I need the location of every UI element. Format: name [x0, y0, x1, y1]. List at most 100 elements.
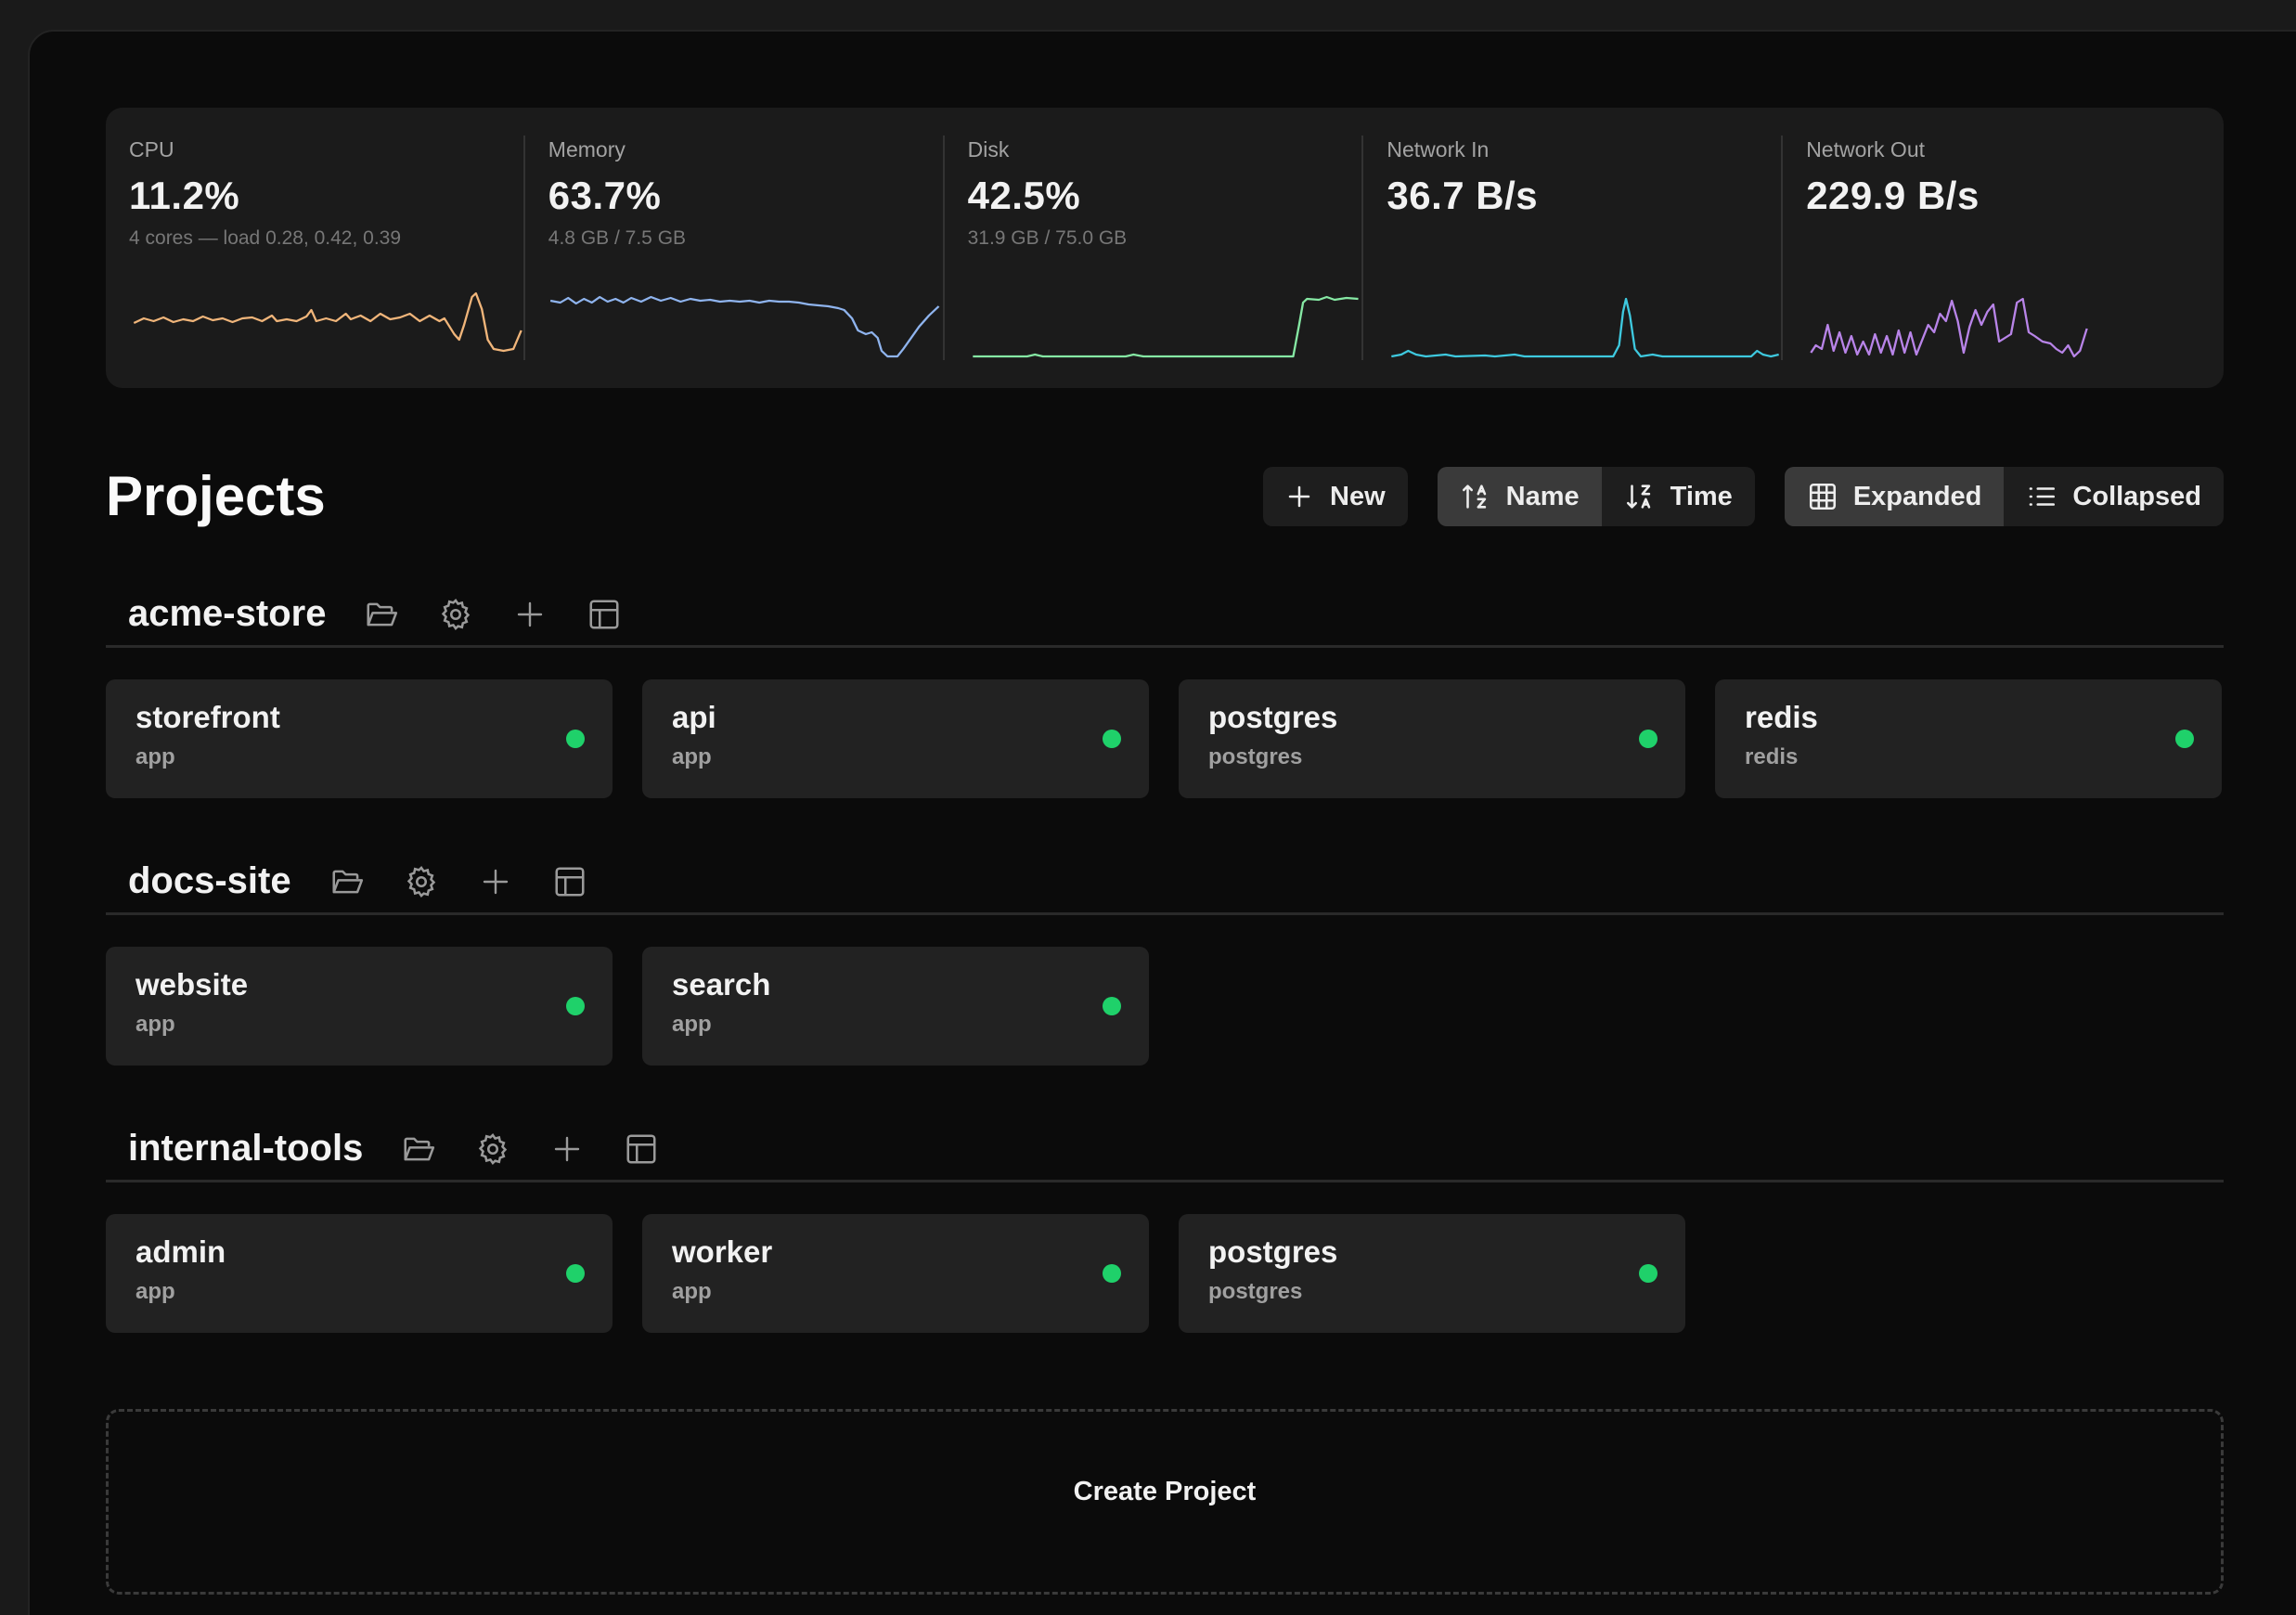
metric-value: 36.7 B/s: [1387, 174, 1539, 217]
service-card[interactable]: storefront app: [106, 679, 613, 798]
service-type: redis: [1745, 744, 1799, 769]
gear-icon[interactable]: [419, 582, 493, 647]
service-card[interactable]: worker app: [642, 1214, 1149, 1333]
service-cards: website app search app: [106, 947, 2224, 1066]
network-in-sparkline: [1391, 297, 1780, 358]
service-card[interactable]: postgres postgres: [1179, 1214, 1685, 1333]
status-running-indicator: [1639, 1264, 1658, 1283]
metric-memory: Memory 63.7% 4.8 GB / 7.5 GB: [522, 136, 943, 360]
projects-header: Projects New Name: [106, 466, 2224, 527]
open-folder-icon[interactable]: [381, 1117, 456, 1182]
service-type: app: [672, 744, 712, 769]
layout-icon[interactable]: [533, 849, 607, 914]
service-type: app: [135, 744, 175, 769]
service-type: app: [135, 1279, 175, 1304]
sort-toggle: Name Time: [1437, 467, 1755, 526]
service-name: admin: [135, 1234, 226, 1269]
metric-value: 42.5%: [967, 174, 1081, 217]
group-header: acme-store: [106, 583, 2224, 648]
service-name: website: [135, 967, 249, 1001]
view-toggle: Expanded Collapsed: [1784, 467, 2224, 526]
system-metrics-panel: CPU 11.2% 4 cores — load 0.28, 0.42, 0.3…: [106, 108, 2224, 388]
status-running-indicator: [1103, 730, 1121, 748]
project-group-internal-tools: internal-tools admin app worker app postgr…: [106, 1118, 2224, 1333]
metric-value: 229.9 B/s: [1806, 174, 1980, 217]
create-project-dropzone[interactable]: Create Project: [106, 1409, 2224, 1595]
sort-by-name-option[interactable]: Name: [1437, 467, 1602, 526]
cpu-sparkline: [133, 291, 522, 353]
layout-icon[interactable]: [567, 582, 641, 647]
group-title: internal-tools: [128, 1128, 364, 1169]
grid-icon: [1807, 481, 1838, 512]
service-type: postgres: [1208, 1279, 1303, 1304]
service-name: storefront: [135, 700, 280, 734]
service-name: postgres: [1208, 1234, 1338, 1269]
plus-icon: [1285, 483, 1313, 510]
status-running-indicator: [1639, 730, 1658, 748]
service-card[interactable]: search app: [642, 947, 1149, 1066]
metric-label: CPU: [129, 137, 174, 162]
status-running-indicator: [566, 1264, 585, 1283]
metric-label: Disk: [967, 137, 1010, 162]
view-collapsed-label: Collapsed: [2072, 481, 2201, 511]
metric-subtext: 4.8 GB / 7.5 GB: [548, 227, 687, 249]
create-project-label: Create Project: [1073, 1477, 1257, 1506]
header-controls: New Name Time: [1263, 467, 2224, 526]
view-expanded-option[interactable]: Expanded: [1784, 467, 2005, 526]
add-service-plus-icon[interactable]: [493, 582, 567, 647]
status-running-indicator: [566, 997, 585, 1015]
open-folder-icon[interactable]: [310, 849, 384, 914]
add-service-plus-icon[interactable]: [458, 849, 533, 914]
group-header: internal-tools: [106, 1118, 2224, 1182]
gear-icon[interactable]: [384, 849, 458, 914]
status-running-indicator: [1103, 1264, 1121, 1283]
view-collapsed-option[interactable]: Collapsed: [2004, 467, 2224, 526]
service-card[interactable]: website app: [106, 947, 613, 1066]
service-card[interactable]: redis redis: [1715, 679, 2222, 798]
status-running-indicator: [566, 730, 585, 748]
service-type: postgres: [1208, 744, 1303, 769]
service-card[interactable]: postgres postgres: [1179, 679, 1685, 798]
project-groups: acme-store storefront app api app postgres…: [106, 583, 2224, 1333]
metric-label: Network Out: [1806, 137, 1926, 162]
sort-alpha-desc-icon: [1624, 481, 1656, 512]
service-name: worker: [672, 1234, 773, 1269]
metric-value: 11.2%: [129, 174, 240, 217]
metric-network-in: Network In 36.7 B/s: [1361, 136, 1781, 360]
service-name: redis: [1745, 700, 1818, 734]
gear-icon[interactable]: [456, 1117, 530, 1182]
metric-network-out: Network Out 229.9 B/s: [1781, 136, 2200, 360]
service-card[interactable]: admin app: [106, 1214, 613, 1333]
status-running-indicator: [2175, 730, 2194, 748]
metric-subtext: 4 cores — load 0.28, 0.42, 0.39: [129, 227, 402, 249]
status-running-indicator: [1103, 997, 1121, 1015]
metric-subtext: [1387, 227, 1758, 252]
sort-by-time-option[interactable]: Time: [1602, 467, 1755, 526]
group-title: acme-store: [128, 593, 327, 634]
add-service-plus-icon[interactable]: [530, 1117, 604, 1182]
layout-icon[interactable]: [604, 1117, 678, 1182]
service-card[interactable]: api app: [642, 679, 1149, 798]
metric-subtext: [1806, 227, 2177, 252]
page-title: Projects: [106, 465, 326, 527]
main-content: CPU 11.2% 4 cores — load 0.28, 0.42, 0.3…: [106, 108, 2224, 1595]
service-name: search: [672, 967, 771, 1001]
app-window: CPU 11.2% 4 cores — load 0.28, 0.42, 0.3…: [28, 30, 2296, 1615]
project-group-docs-site: docs-site website app search app: [106, 850, 2224, 1066]
sort-time-label: Time: [1670, 481, 1733, 511]
service-cards: storefront app api app postgres postgres re…: [106, 679, 2224, 798]
service-name: postgres: [1208, 700, 1338, 734]
service-cards: admin app worker app postgres postgres: [106, 1214, 2224, 1333]
memory-sparkline: [549, 295, 940, 358]
metric-label: Network In: [1387, 137, 1490, 162]
sort-name-label: Name: [1505, 481, 1580, 511]
list-icon: [2026, 481, 2057, 512]
metric-cpu: CPU 11.2% 4 cores — load 0.28, 0.42, 0.3…: [129, 136, 523, 360]
group-title: docs-site: [128, 860, 291, 901]
metric-disk: Disk 42.5% 31.9 GB / 75.0 GB: [942, 136, 1362, 360]
network-out-sparkline: [1810, 297, 2088, 358]
service-type: app: [135, 1012, 175, 1037]
open-folder-icon[interactable]: [344, 582, 419, 647]
service-type: app: [672, 1012, 712, 1037]
new-project-button[interactable]: New: [1263, 467, 1408, 526]
